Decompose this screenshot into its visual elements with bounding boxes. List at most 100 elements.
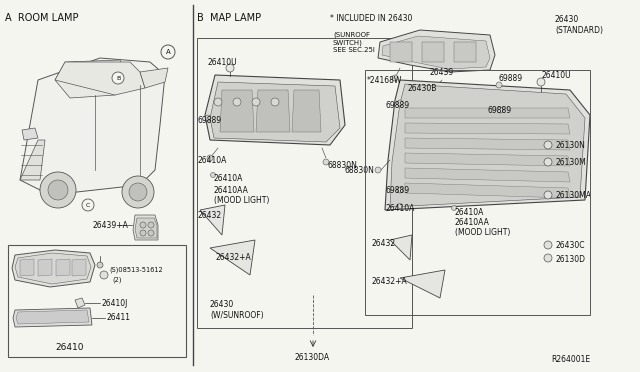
Circle shape <box>271 98 279 106</box>
Text: 26430C: 26430C <box>556 241 586 250</box>
Circle shape <box>397 100 403 106</box>
Text: 68830N: 68830N <box>328 160 358 170</box>
Circle shape <box>214 98 222 106</box>
Text: 26410J: 26410J <box>101 298 127 308</box>
Polygon shape <box>210 82 340 142</box>
Circle shape <box>397 203 403 208</box>
Circle shape <box>148 230 154 236</box>
Polygon shape <box>382 36 490 69</box>
Text: A  ROOM LAMP: A ROOM LAMP <box>5 13 79 23</box>
Bar <box>390 42 412 62</box>
Bar <box>422 42 444 62</box>
Circle shape <box>323 159 329 165</box>
Bar <box>454 42 476 62</box>
Circle shape <box>544 158 552 166</box>
Circle shape <box>544 141 552 149</box>
Polygon shape <box>20 58 165 195</box>
Text: 69889: 69889 <box>197 115 221 125</box>
Circle shape <box>122 176 154 208</box>
Text: (MOOD LIGHT): (MOOD LIGHT) <box>455 228 510 237</box>
Text: 26432: 26432 <box>197 211 221 219</box>
Circle shape <box>392 75 398 81</box>
Polygon shape <box>400 270 445 298</box>
Text: 26430
(STANDARD): 26430 (STANDARD) <box>555 15 603 35</box>
Circle shape <box>148 222 154 228</box>
Circle shape <box>544 191 552 199</box>
Polygon shape <box>75 298 85 308</box>
Text: 26432+A: 26432+A <box>372 278 408 286</box>
Polygon shape <box>72 259 86 276</box>
Text: * INCLUDED IN 26430: * INCLUDED IN 26430 <box>330 13 412 22</box>
Circle shape <box>537 78 545 86</box>
Polygon shape <box>55 62 145 95</box>
Circle shape <box>544 241 552 249</box>
Text: 68830N: 68830N <box>345 166 375 174</box>
Text: B  MAP LAMP: B MAP LAMP <box>197 13 261 23</box>
Polygon shape <box>292 90 321 132</box>
Polygon shape <box>20 140 45 180</box>
Circle shape <box>205 115 211 121</box>
Circle shape <box>161 45 175 59</box>
Polygon shape <box>405 108 570 118</box>
Bar <box>8 245 186 357</box>
Circle shape <box>233 98 241 106</box>
Circle shape <box>40 172 76 208</box>
Polygon shape <box>200 205 225 235</box>
Text: 69889: 69889 <box>386 100 410 109</box>
Text: 26410AA: 26410AA <box>455 218 490 227</box>
Text: 69889: 69889 <box>488 106 512 115</box>
Polygon shape <box>205 75 345 145</box>
Circle shape <box>140 230 146 236</box>
Text: (2): (2) <box>112 277 122 283</box>
Circle shape <box>496 82 502 88</box>
Text: 26130MA: 26130MA <box>556 190 592 199</box>
Circle shape <box>129 183 147 201</box>
Polygon shape <box>390 235 412 260</box>
Circle shape <box>207 155 213 161</box>
Circle shape <box>497 107 503 113</box>
Circle shape <box>397 187 403 193</box>
Polygon shape <box>15 253 91 284</box>
Circle shape <box>48 180 68 200</box>
Polygon shape <box>55 60 130 98</box>
Polygon shape <box>256 90 290 132</box>
Text: 69889: 69889 <box>499 74 523 83</box>
Circle shape <box>140 222 146 228</box>
Circle shape <box>451 205 456 211</box>
Text: 26430B: 26430B <box>408 83 437 93</box>
Polygon shape <box>405 168 570 182</box>
Polygon shape <box>16 310 89 324</box>
Text: 69889: 69889 <box>386 186 410 195</box>
Polygon shape <box>38 259 52 276</box>
Text: 26430
(W/SUNROOF): 26430 (W/SUNROOF) <box>210 300 264 320</box>
Polygon shape <box>385 80 590 210</box>
Polygon shape <box>140 68 168 88</box>
Circle shape <box>97 262 103 268</box>
Polygon shape <box>390 84 585 207</box>
Text: B: B <box>116 76 120 80</box>
Text: (S)08513-51612: (S)08513-51612 <box>109 267 163 273</box>
Text: 26432: 26432 <box>372 238 396 247</box>
Polygon shape <box>22 128 38 140</box>
Polygon shape <box>56 259 70 276</box>
Text: 26411: 26411 <box>106 314 130 323</box>
Polygon shape <box>405 153 570 166</box>
Circle shape <box>82 199 94 211</box>
Polygon shape <box>13 308 92 327</box>
Polygon shape <box>133 215 158 240</box>
Text: 26410A: 26410A <box>197 155 227 164</box>
Text: 26439: 26439 <box>430 67 454 77</box>
Text: 26130M: 26130M <box>556 157 587 167</box>
Text: 26410: 26410 <box>56 343 84 353</box>
Polygon shape <box>405 183 570 198</box>
Bar <box>197 38 412 328</box>
Text: *24168W: *24168W <box>367 76 403 84</box>
Polygon shape <box>405 138 570 150</box>
Text: 26130D: 26130D <box>556 256 586 264</box>
Bar <box>365 70 590 315</box>
Text: 26439+A: 26439+A <box>92 221 128 230</box>
Text: (SUNROOF
SWITCH)
SEE SEC.25I: (SUNROOF SWITCH) SEE SEC.25I <box>333 32 375 52</box>
Polygon shape <box>220 90 254 132</box>
Circle shape <box>100 271 108 279</box>
Text: 26410U: 26410U <box>542 71 572 80</box>
